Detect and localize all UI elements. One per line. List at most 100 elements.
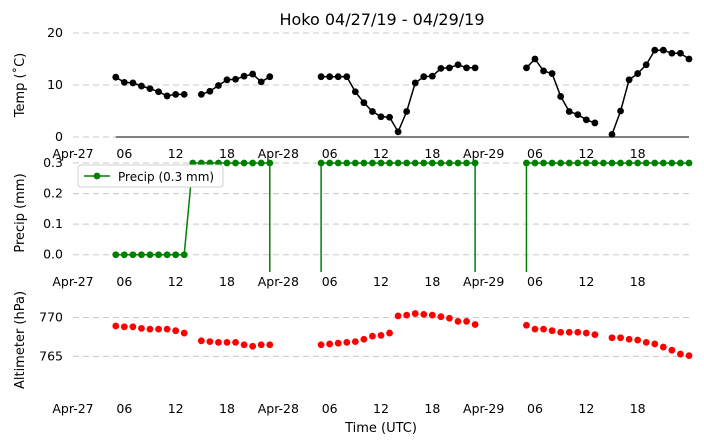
data-point [411, 159, 419, 167]
data-point [155, 251, 162, 259]
x-tick-label: 06 [527, 146, 543, 161]
data-point [428, 72, 436, 80]
data-point [326, 73, 334, 81]
data-point [523, 159, 530, 167]
data-point [557, 328, 565, 336]
data-point [163, 325, 171, 333]
data-point [437, 159, 445, 167]
data-point [642, 61, 650, 69]
data-point [343, 338, 351, 346]
x-tick-label: Apr-29 [463, 401, 504, 416]
panel-2: 0.0 0.1 0.2 0.3 Precip (mm) Apr-27 06 12 18 Apr-2… [13, 155, 693, 289]
data-point [249, 342, 257, 350]
data-point [163, 251, 171, 259]
x-tick-label: Apr-28 [258, 274, 299, 289]
data-point [394, 128, 402, 136]
data-point [617, 334, 624, 342]
data-point [180, 90, 188, 98]
data-point [617, 159, 624, 167]
y-tick-label: 765 [39, 348, 63, 363]
x-tick-label: Apr-28 [258, 401, 299, 416]
series-line [611, 49, 690, 135]
x-tick-label: 06 [322, 274, 338, 289]
data-point [463, 64, 470, 72]
data-point [351, 338, 359, 346]
data-point [394, 159, 402, 167]
data-point [317, 341, 325, 349]
data-point [625, 335, 633, 343]
data-point [249, 70, 257, 78]
data-point [155, 325, 162, 333]
data-point [463, 159, 470, 167]
data-point [411, 310, 419, 317]
data-point [617, 107, 624, 115]
data-point [540, 325, 547, 333]
data-point [334, 339, 342, 347]
data-point [129, 323, 137, 331]
data-point [540, 159, 547, 167]
data-point [625, 76, 633, 84]
panel-1: 0 10 20 Temp (˚C) Apr-27 06 12 18 Apr-28 06 12 18 Ap… [12, 25, 693, 161]
x-tick-label: Apr-27 [52, 146, 93, 161]
data-point [394, 312, 402, 320]
data-point [120, 79, 128, 86]
x-tick-label: 18 [630, 401, 646, 416]
data-point [531, 159, 539, 167]
x-tick-label: 06 [322, 401, 338, 416]
data-point [685, 159, 693, 167]
data-point [369, 159, 376, 167]
x-tick-label: 18 [219, 401, 235, 416]
data-point [240, 72, 248, 80]
data-point [369, 332, 376, 340]
data-point [625, 159, 633, 167]
data-point [180, 251, 188, 259]
data-point [112, 251, 120, 259]
data-point [334, 73, 342, 81]
data-point [642, 338, 650, 346]
data-point [138, 324, 145, 332]
data-point [215, 82, 222, 89]
legend-box [77, 164, 224, 188]
data-point [677, 159, 684, 167]
x-axis-label: Time (UTC) [344, 421, 417, 436]
data-point [360, 159, 368, 167]
data-point [155, 88, 162, 96]
data-point [471, 64, 479, 72]
x-tick-label: 12 [578, 401, 594, 416]
data-point [334, 159, 342, 167]
data-point [223, 338, 231, 346]
x-tick-label: 06 [116, 146, 132, 161]
data-point [326, 159, 334, 167]
data-point [138, 82, 145, 90]
data-point [343, 159, 351, 167]
data-point [386, 159, 393, 167]
x-tick-label: 06 [527, 274, 543, 289]
data-point [651, 46, 659, 54]
data-point [677, 49, 684, 57]
data-point [591, 331, 599, 338]
data-point [659, 159, 667, 167]
x-tick-label: 12 [168, 274, 184, 289]
data-point [129, 251, 137, 259]
data-point [112, 73, 120, 81]
data-point [266, 341, 274, 349]
data-point [257, 341, 265, 349]
data-point [257, 78, 265, 86]
data-point [240, 341, 248, 349]
x-tick-label: 12 [578, 146, 594, 161]
data-point [471, 321, 479, 328]
data-point [437, 64, 445, 72]
data-point [548, 327, 556, 335]
x-tick-label: 12 [373, 401, 389, 416]
x-tick-label: 06 [322, 146, 338, 161]
data-point [360, 335, 368, 343]
data-point [548, 159, 556, 167]
x-tick-label: 12 [168, 146, 184, 161]
data-point [565, 159, 573, 167]
data-point [565, 328, 573, 336]
x-tick-label: 12 [168, 401, 184, 416]
data-point [446, 159, 453, 167]
data-point [677, 350, 684, 358]
data-point [403, 108, 411, 115]
legend: Precip (0.3 mm) [77, 164, 224, 188]
